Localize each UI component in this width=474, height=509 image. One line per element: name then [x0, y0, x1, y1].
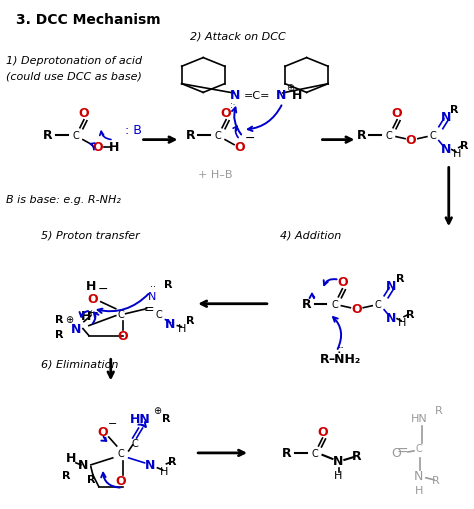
- Text: C: C: [117, 448, 124, 458]
- Text: −: −: [245, 132, 255, 145]
- Text: =: =: [143, 303, 154, 316]
- Text: :‧: :‧: [230, 101, 236, 110]
- Text: R: R: [162, 413, 171, 423]
- Text: R: R: [62, 470, 70, 480]
- Text: H: H: [109, 141, 119, 154]
- Text: −: −: [98, 283, 108, 296]
- Text: R: R: [55, 314, 64, 324]
- Text: C: C: [416, 443, 422, 453]
- Text: O: O: [235, 141, 245, 154]
- Text: H: H: [334, 470, 343, 480]
- Text: O: O: [351, 303, 362, 316]
- Text: H: H: [160, 466, 169, 476]
- Text: H: H: [86, 280, 96, 293]
- Text: R: R: [302, 298, 311, 310]
- Text: C: C: [429, 130, 436, 140]
- Text: ⊕: ⊕: [286, 83, 294, 93]
- Text: (could use DCC as base): (could use DCC as base): [6, 71, 142, 81]
- Text: R: R: [432, 475, 440, 485]
- Text: =C=: =C=: [244, 91, 270, 101]
- Text: H: H: [292, 89, 302, 102]
- Text: H: H: [453, 148, 461, 158]
- Text: N: N: [386, 312, 396, 325]
- Text: H: H: [178, 323, 186, 333]
- Text: N: N: [165, 318, 175, 330]
- Text: B is base: e.g. R-NH₂: B is base: e.g. R-NH₂: [6, 195, 121, 205]
- Text: R: R: [87, 474, 95, 484]
- Text: N: N: [440, 111, 451, 124]
- Text: R: R: [185, 129, 195, 142]
- Text: O: O: [337, 276, 348, 289]
- Text: H: H: [66, 451, 76, 465]
- Text: –ṄH₂: –ṄH₂: [328, 352, 361, 365]
- Text: HN: HN: [410, 413, 427, 423]
- Text: −: −: [108, 418, 118, 428]
- Text: N: N: [148, 291, 157, 301]
- Text: O: O: [221, 107, 231, 120]
- Text: R: R: [406, 309, 414, 319]
- Text: R: R: [43, 129, 53, 142]
- Text: N: N: [414, 469, 424, 483]
- Text: H: H: [81, 309, 91, 323]
- Text: O: O: [317, 425, 328, 438]
- Text: O: O: [406, 134, 416, 147]
- Text: H: H: [415, 485, 423, 495]
- Text: N: N: [230, 89, 240, 102]
- Text: + H–B: + H–B: [198, 170, 232, 180]
- Text: 1) Deprotonation of acid: 1) Deprotonation of acid: [6, 56, 143, 66]
- Text: R: R: [396, 273, 404, 284]
- Text: O: O: [79, 107, 89, 120]
- Text: C: C: [331, 299, 338, 309]
- Text: O: O: [118, 329, 128, 343]
- Text: R: R: [55, 329, 64, 339]
- Text: R: R: [282, 446, 292, 460]
- Text: C: C: [386, 130, 392, 140]
- Text: O: O: [392, 107, 402, 120]
- Text: C: C: [215, 130, 221, 140]
- Text: C: C: [311, 448, 318, 458]
- Text: N: N: [71, 323, 81, 335]
- Text: R: R: [460, 140, 469, 150]
- Text: ··: ··: [150, 281, 156, 291]
- Text: 5) Proton transfer: 5) Proton transfer: [41, 230, 140, 240]
- Text: 6) Elimination: 6) Elimination: [41, 359, 118, 369]
- Text: ←: ←: [88, 307, 98, 317]
- Text: H: H: [398, 317, 406, 327]
- Text: N: N: [386, 280, 396, 293]
- Text: R: R: [164, 279, 173, 289]
- Text: N: N: [440, 143, 451, 156]
- Text: HN: HN: [130, 412, 151, 425]
- Text: ⊕: ⊕: [154, 405, 162, 415]
- Text: R: R: [450, 104, 459, 115]
- Text: R: R: [435, 405, 443, 415]
- Text: ⊕: ⊕: [65, 314, 73, 324]
- Text: N: N: [333, 455, 344, 467]
- Text: N: N: [78, 459, 88, 471]
- Text: R: R: [319, 352, 329, 365]
- Text: O: O: [98, 425, 108, 438]
- Text: O: O: [92, 141, 103, 154]
- Text: O: O: [115, 474, 126, 487]
- Text: R: R: [186, 315, 194, 325]
- Text: 4) Addition: 4) Addition: [280, 230, 341, 240]
- Text: C: C: [155, 309, 162, 319]
- Text: R: R: [356, 129, 366, 142]
- Text: C: C: [131, 438, 138, 448]
- Text: =: =: [396, 444, 408, 458]
- Text: : B: : B: [125, 124, 142, 137]
- Text: C: C: [375, 299, 382, 309]
- Text: C: C: [117, 309, 124, 319]
- Text: N: N: [275, 89, 286, 102]
- Text: R: R: [168, 456, 177, 466]
- Text: N: N: [146, 459, 155, 471]
- Text: O: O: [88, 293, 98, 305]
- Text: R: R: [352, 449, 361, 463]
- Text: C: C: [73, 130, 79, 140]
- Text: 3. DCC Mechanism: 3. DCC Mechanism: [16, 13, 161, 27]
- Text: 2) Attack on DCC: 2) Attack on DCC: [190, 31, 286, 41]
- Text: O: O: [391, 446, 401, 460]
